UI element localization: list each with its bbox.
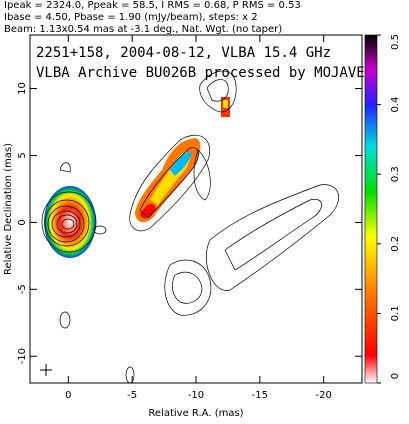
colorbar-tick-label: 0.5 — [390, 34, 401, 50]
colorbar-tick-label: 0.4 — [390, 97, 401, 113]
header-line: Ipeak = 2324.0, Ppeak = 58.5, I RMS = 0.… — [4, 0, 301, 11]
x-tick-label: 0 — [65, 390, 71, 401]
colorbar-tick-label: 0.1 — [390, 305, 401, 321]
x-axis-label: Relative R.A. (mas) — [148, 408, 243, 419]
x-tick-label: -10 — [188, 390, 204, 401]
plot-subtitle: VLBA Archive BU026B processed by MOJAVE — [36, 65, 365, 81]
colorbar-tick-label: 0 — [390, 373, 401, 379]
colorbar — [364, 34, 378, 384]
beam — [40, 364, 52, 376]
header-line: Beam: 1.13x0.54 mas at -3.1 deg., Nat. W… — [4, 24, 282, 35]
colorbar-tick-label: 0.3 — [390, 166, 401, 182]
plot-title: 2251+158, 2004-08-12, VLBA 15.4 GHz — [36, 45, 331, 61]
y-tick-label: -10 — [17, 348, 28, 364]
x-tick-label: -20 — [316, 390, 332, 401]
x-tick-label: -15 — [252, 390, 268, 401]
x-tick-label: -5 — [127, 390, 137, 401]
image-map — [41, 70, 340, 383]
y-tick-label: -5 — [17, 284, 28, 294]
y-tick-label: 10 — [17, 82, 28, 95]
y-tick-label: 0 — [17, 219, 28, 225]
y-axis-label: Relative Declination (mas) — [3, 143, 14, 275]
header-line: Ibase = 4.50, Pbase = 1.90 (mJy/beam), s… — [4, 12, 258, 23]
colorbar-tick-label: 0.2 — [390, 236, 401, 252]
y-tick-label: 5 — [17, 152, 28, 158]
